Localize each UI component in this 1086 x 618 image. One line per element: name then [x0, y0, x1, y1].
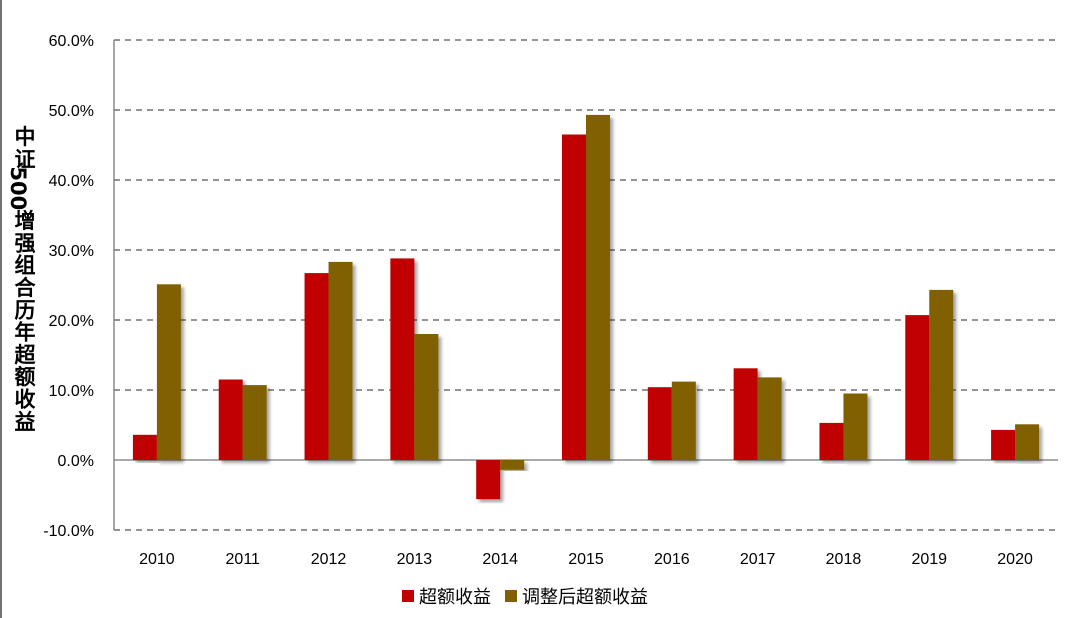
legend-swatch-adjusted-excess-return: [505, 590, 517, 602]
x-tick-label: 2019: [911, 551, 947, 568]
bar-excess-return-2010: [132, 434, 157, 460]
bar-adjusted-excess-return-2020: [1015, 424, 1040, 460]
bar-excess-return-2019: [905, 315, 930, 460]
x-tick-label: 2013: [397, 551, 433, 568]
bars: [132, 114, 1040, 500]
x-tick-label: 2015: [568, 551, 604, 568]
y-axis-label-char: 年: [15, 321, 36, 345]
x-tick-label: 2017: [740, 551, 776, 568]
y-tick-label: 0.0%: [58, 453, 94, 470]
x-tick-label: 2014: [482, 551, 518, 568]
bar-excess-return-2014: [476, 460, 501, 500]
legend-swatch-excess-return: [402, 590, 414, 602]
y-axis-label-char: 益: [15, 410, 36, 434]
y-tick-label: 10.0%: [49, 383, 94, 400]
y-tick-label: 40.0%: [49, 173, 94, 190]
bar-adjusted-excess-return-2019: [929, 289, 954, 460]
bar-adjusted-excess-return-2010: [156, 284, 181, 460]
x-tick-label: 2011: [226, 551, 261, 568]
y-axis-label-char: 强: [15, 231, 36, 255]
bar-adjusted-excess-return-2016: [671, 381, 696, 460]
bar-excess-return-2020: [991, 429, 1016, 460]
bar-adjusted-excess-return-2014: [500, 460, 525, 470]
bar-excess-return-2013: [390, 258, 415, 460]
y-axis-tick-labels: -10.0% 0.0% 10.0% 20.0% 30.0% 40.0% 50.0% 60.0%: [43, 33, 94, 540]
x-tick-label: 2010: [139, 551, 175, 568]
y-tick-label: 20.0%: [49, 313, 94, 330]
y-axis-label-char: 额: [15, 365, 36, 389]
bar-excess-return-2011: [218, 379, 243, 460]
y-axis-label-char: 组: [15, 254, 36, 278]
y-tick-label: 60.0%: [49, 33, 94, 50]
y-tick-label: 30.0%: [49, 243, 94, 260]
legend-label: 超额收益: [419, 587, 491, 608]
legend: 超额收益 调整后超额收益: [402, 587, 648, 608]
bar-excess-return-2015: [562, 134, 586, 460]
bar-adjusted-excess-return-2018: [843, 393, 868, 460]
bar-adjusted-excess-return-2013: [414, 334, 439, 460]
y-axis-label-char: 超: [15, 343, 37, 367]
x-tick-label: 2018: [826, 551, 862, 568]
y-axis-label-char: 合: [15, 276, 37, 300]
bar-excess-return-2016: [647, 387, 672, 460]
y-axis-label-char: 中: [15, 125, 36, 149]
bar-adjusted-excess-return-2012: [328, 261, 353, 460]
y-axis-label-char: 证: [15, 147, 36, 171]
bar-adjusted-excess-return-2015: [586, 114, 610, 461]
bar-excess-return-2018: [819, 422, 844, 460]
gridlines: [114, 39, 1058, 531]
bar-excess-return-2017: [733, 368, 758, 460]
y-tick-label: -10.0%: [43, 523, 94, 540]
bar-excess-return-2012: [304, 273, 329, 460]
bar-adjusted-excess-return-2011: [242, 385, 267, 460]
legend-label: 调整后超额收益: [522, 587, 648, 608]
y-tick-label: 50.0%: [49, 103, 94, 120]
bar-adjusted-excess-return-2017: [757, 377, 782, 460]
x-tick-label: 2012: [311, 551, 347, 568]
y-axis-label-char: 收: [15, 388, 36, 412]
y-axis-label-char: 历: [15, 298, 36, 322]
x-axis-tick-labels: 2010 2011 2012 2013 2014 2015 2016 2017 2018 2019…: [139, 551, 1033, 568]
y-axis-label-char: 增: [15, 209, 36, 233]
y-axis-label-number: 500: [6, 166, 30, 210]
x-tick-label: 2020: [997, 551, 1033, 568]
x-tick-label: 2016: [654, 551, 690, 568]
